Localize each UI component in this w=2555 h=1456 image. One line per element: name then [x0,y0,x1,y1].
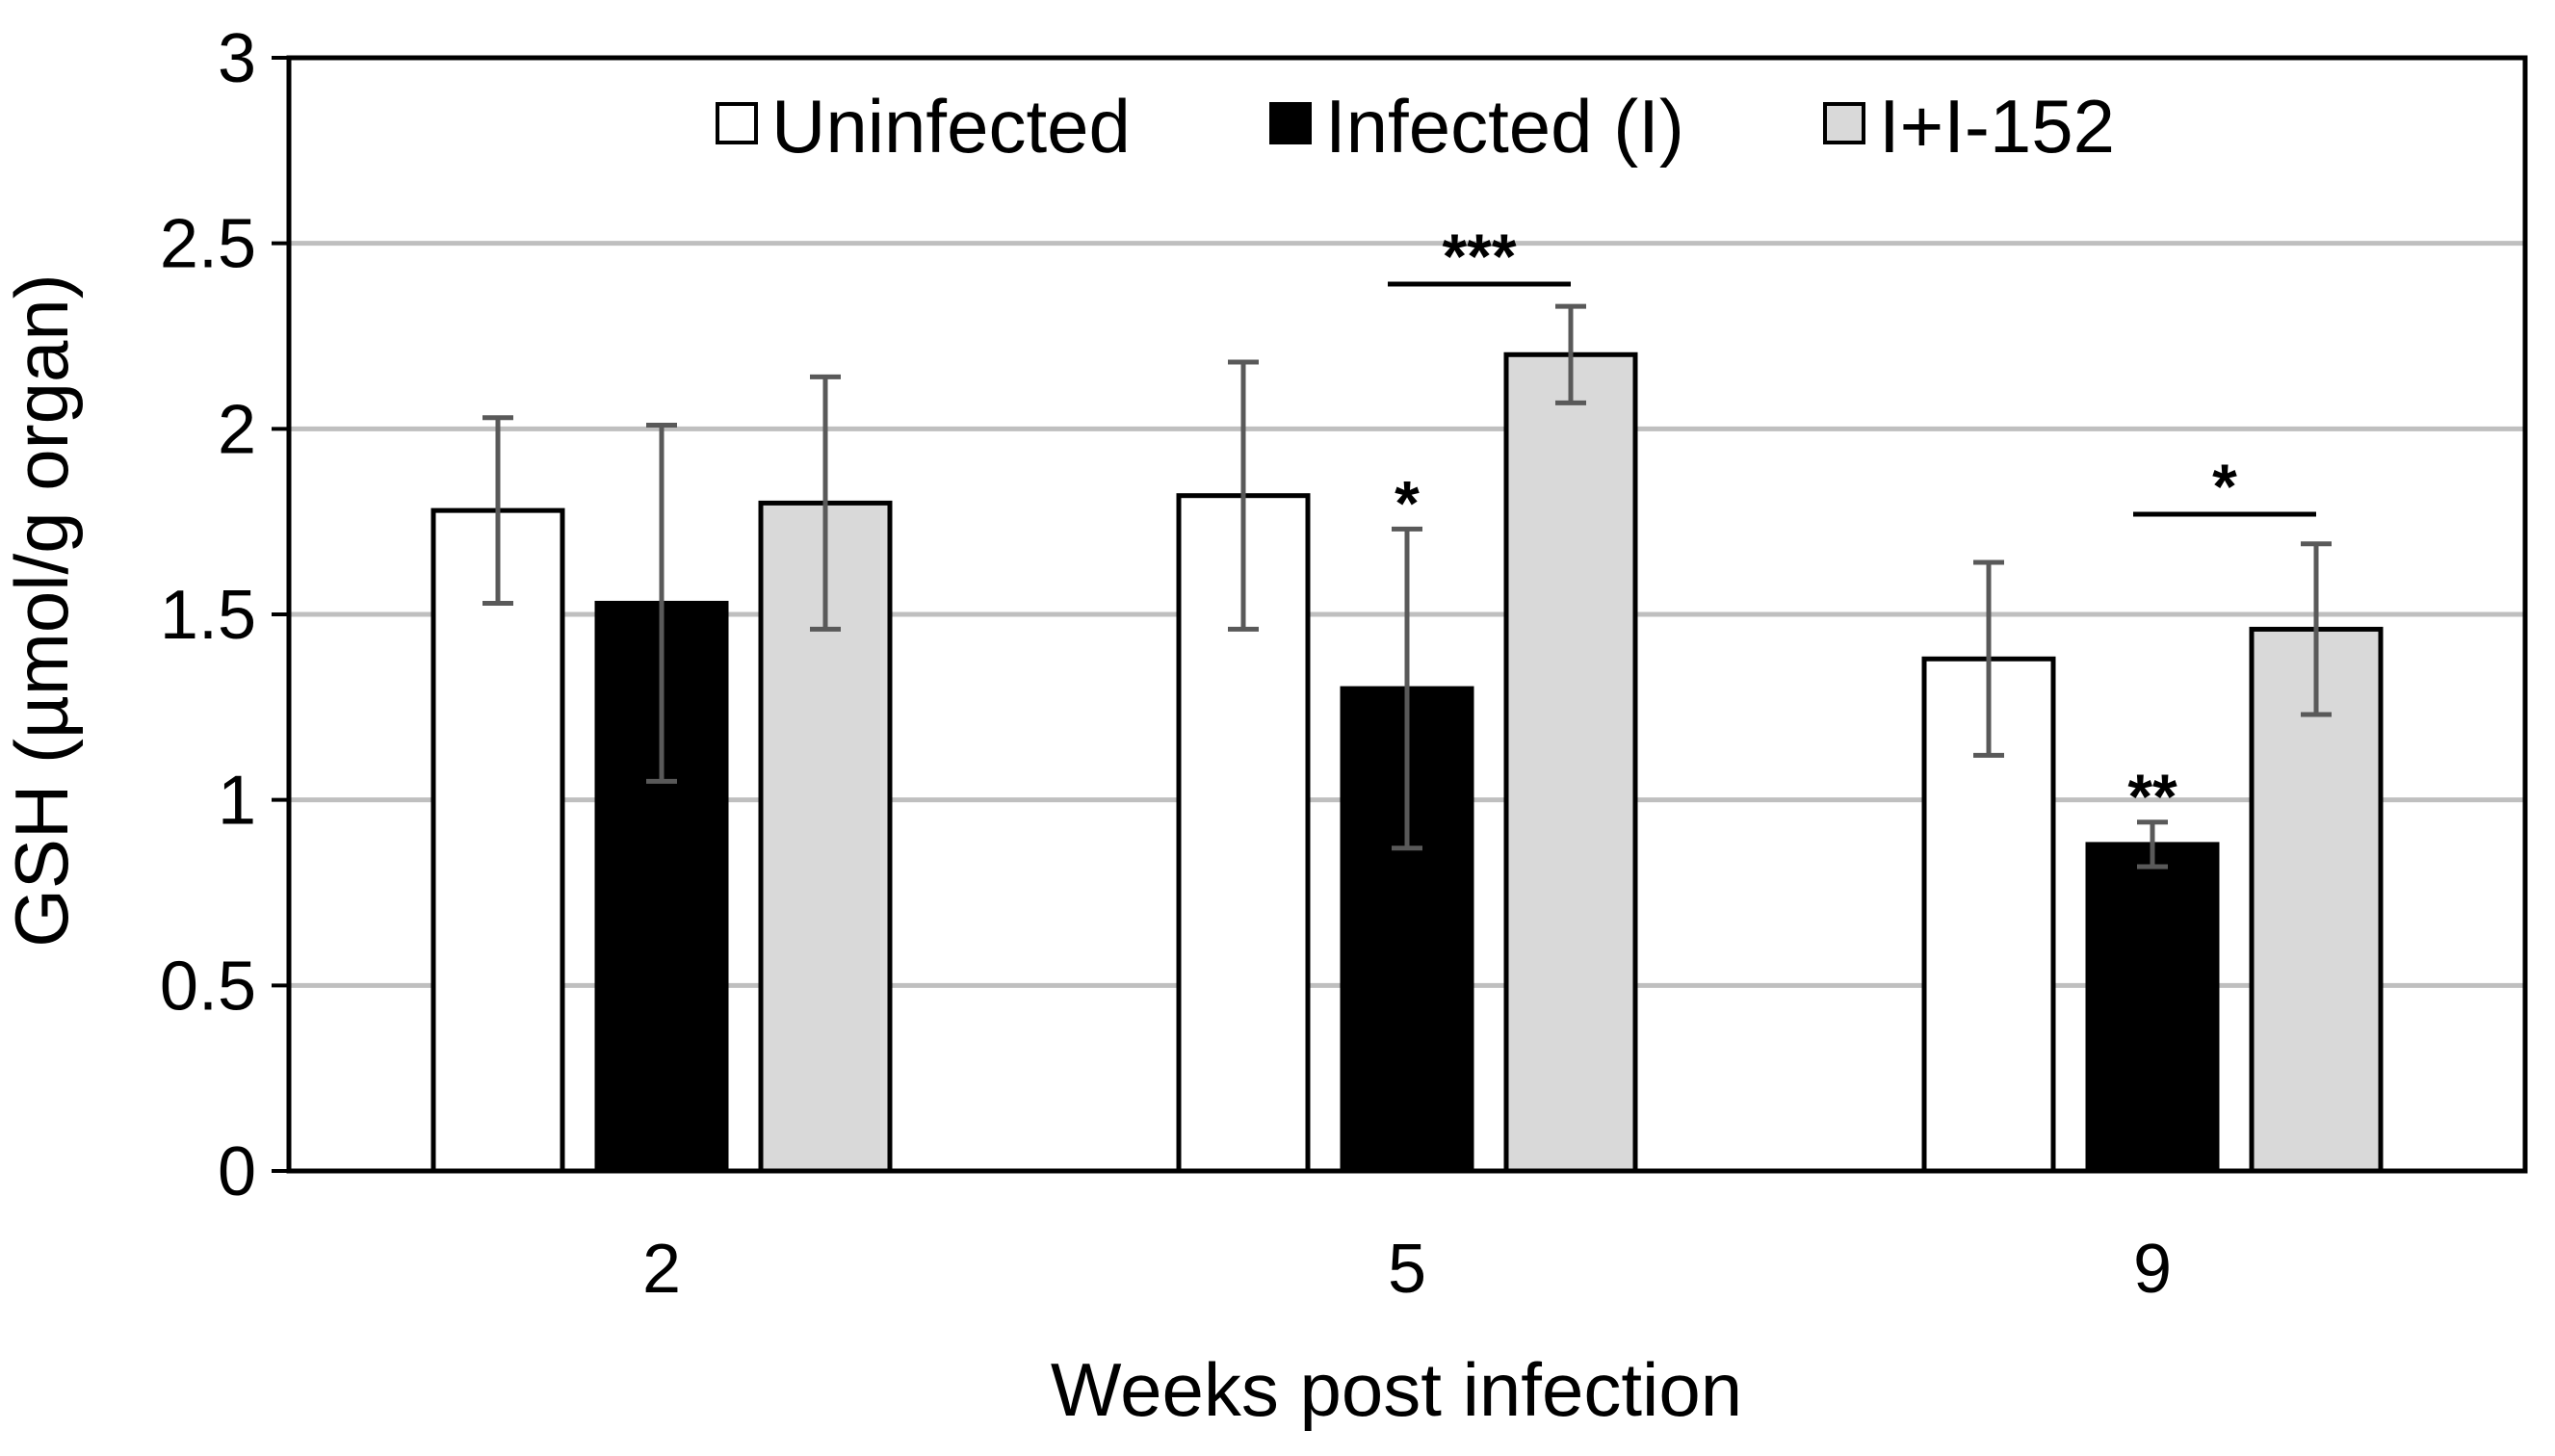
legend-label: I+I-152 [1879,84,2115,169]
significance-label: ** [2127,761,2177,832]
x-tick-label: 2 [642,1231,681,1308]
significance-label: * [2212,451,2237,522]
legend-swatch [716,102,758,144]
tick-labels: 0 0.5 1 1.5 2 2.5 3 2 5 9 [160,20,2172,1308]
legend-label: Infected (I) [1325,84,1684,169]
y-tick-label: 2.5 [160,206,256,283]
y-tick-label: 3 [218,20,256,97]
y-axis-title: GSH (µmol/g organ) [0,273,84,948]
significance-label: * [1395,467,1420,538]
bar-infected-i--week-9 [2085,842,2220,1174]
axes [272,55,2528,1174]
significance-annotations: **** *** [1388,221,2316,832]
legend-label: Uninfected [771,84,1131,169]
legend: Uninfected Infected (I) I+I-152 [716,84,2115,169]
y-tick-label: 2 [218,391,256,468]
error-bars [482,303,2332,870]
legend-swatch [1269,102,1312,144]
bar-uninfected-week-2 [430,507,565,1174]
y-tick-label: 1 [218,763,256,840]
bar-i-i-152-week-5 [1503,351,1638,1174]
x-tick-label: 5 [1388,1231,1426,1308]
bar-i-i-152-week-9 [2249,626,2384,1174]
x-axis-title: Weeks post infection [1051,1347,1742,1432]
y-tick-label: 0 [218,1133,256,1210]
x-tick-label: 9 [2133,1231,2172,1308]
significance-label: *** [1442,221,1516,292]
plot-frame [286,55,2528,1174]
legend-swatch [1823,102,1865,144]
y-tick-label: 0.5 [160,948,256,1025]
y-tick-label: 1.5 [160,577,256,654]
bars [430,351,2384,1174]
